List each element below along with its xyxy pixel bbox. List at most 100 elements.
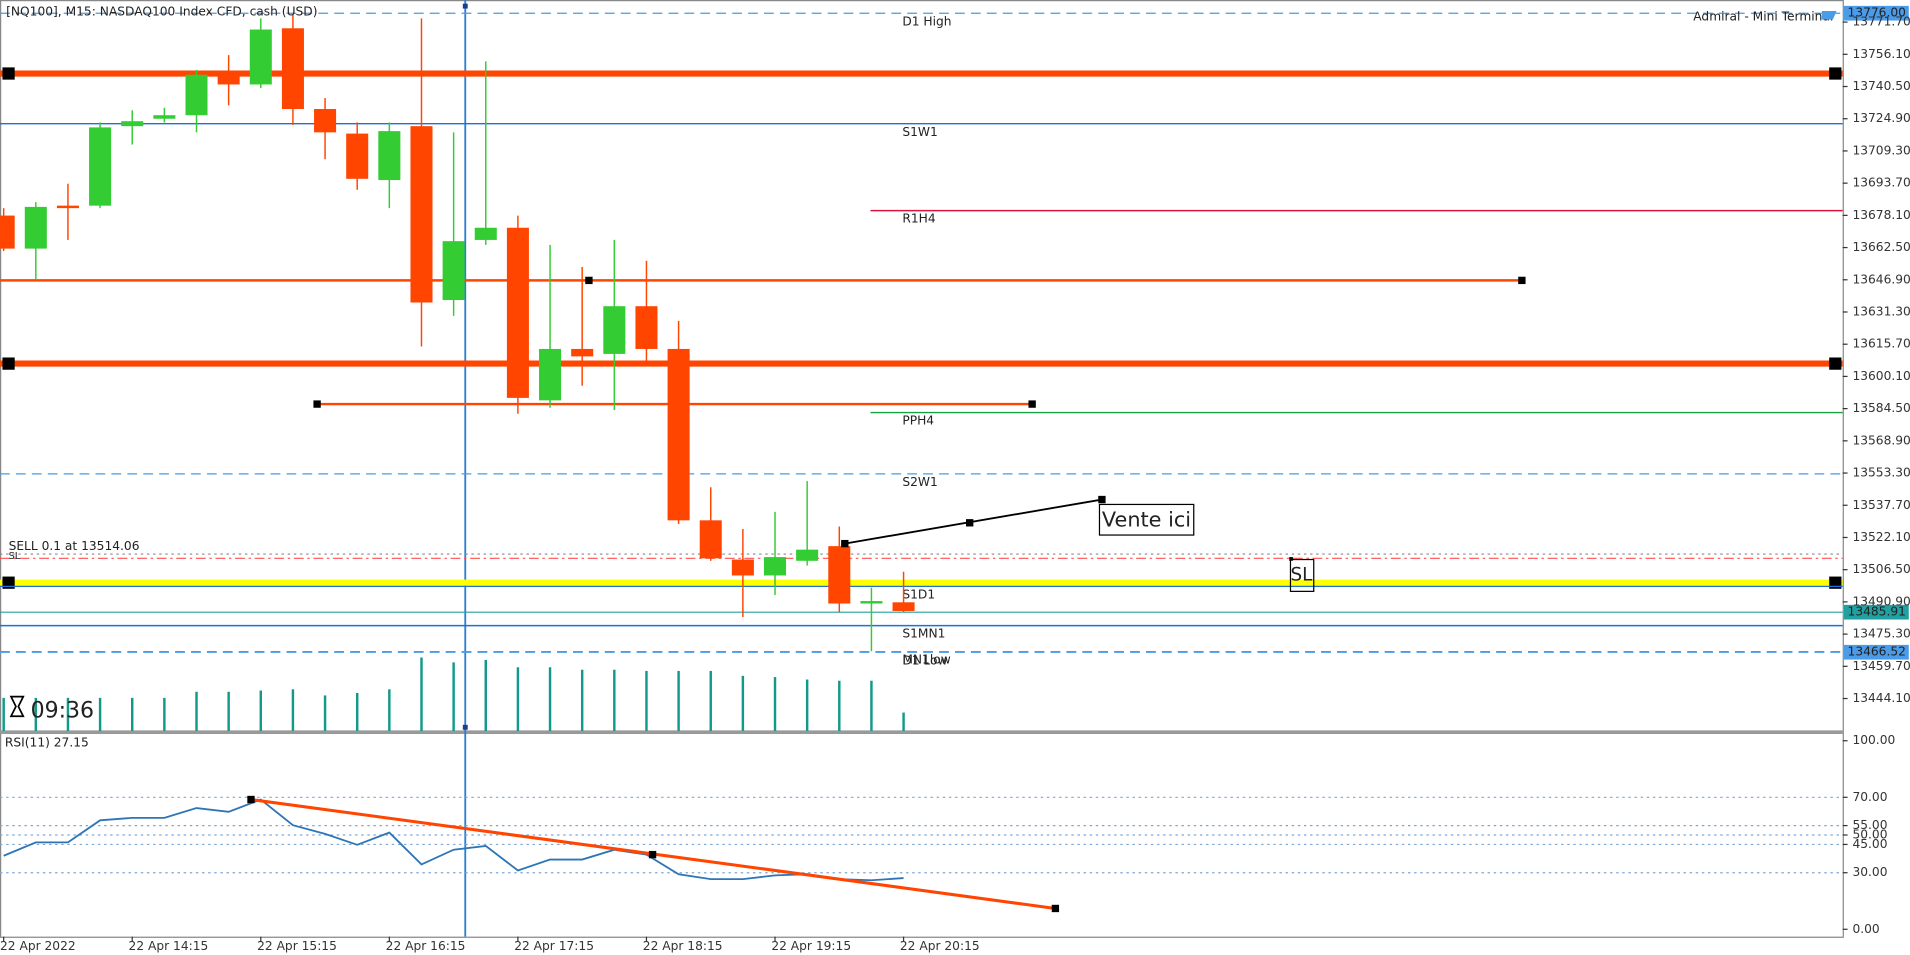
trendline-handle — [648, 850, 657, 859]
price-tag-label: 13466.52 — [1848, 645, 1906, 659]
candle-body — [764, 557, 787, 576]
candle-body — [506, 227, 529, 398]
y-tick-label: 13724.90 — [1852, 111, 1910, 125]
candle-body — [828, 546, 851, 604]
level-handle — [585, 276, 593, 285]
level-label: R1H4 — [902, 212, 935, 226]
level-label: D1 Low — [902, 653, 947, 667]
y-tick-label: 30.00 — [1852, 865, 1887, 879]
terminal-icon — [1821, 11, 1837, 20]
y-tick-label: 13615.70 — [1852, 337, 1910, 351]
y-tick-label: 13662.50 — [1852, 240, 1910, 254]
text-box — [1289, 558, 1315, 592]
y-tick-label: 0.00 — [1852, 922, 1879, 936]
x-tick-label: 22 Apr 2022 — [0, 939, 76, 953]
y-tick-label: 13600.10 — [1852, 369, 1910, 383]
trendline-handle — [841, 539, 849, 548]
candle-body — [539, 348, 562, 401]
y-tick-label: 50.00 — [1852, 828, 1887, 842]
candle-body — [635, 306, 658, 349]
candle-body — [185, 74, 208, 116]
y-tick-label: 13771.70 — [1852, 15, 1910, 29]
price-tag-label: 13776.00 — [1848, 6, 1906, 20]
candle-body — [249, 29, 272, 85]
x-tick-label: 22 Apr 17:15 — [514, 939, 594, 953]
level-label: S1MN1 — [902, 627, 945, 641]
candle-body — [667, 348, 690, 521]
crosshair-marker — [462, 3, 468, 9]
symbol-title: [NQ100], M15: NASDAQ100 Index CFD, cash … — [6, 5, 317, 19]
level-handle — [1518, 276, 1526, 285]
candle-body — [217, 74, 240, 85]
candle-body — [281, 28, 304, 110]
rsi-title: RSI(11) 27.15 — [5, 736, 89, 750]
x-tick-label: 22 Apr 14:15 — [129, 939, 209, 953]
x-tick-label: 22 Apr 19:15 — [771, 939, 851, 953]
candle-body — [699, 520, 722, 559]
y-tick-label: 13756.10 — [1852, 47, 1910, 61]
y-tick-label: 100.00 — [1852, 733, 1895, 747]
level-handle — [1028, 400, 1036, 408]
y-tick-label: 13568.90 — [1852, 433, 1910, 447]
level-label: MN1low — [902, 653, 950, 667]
y-tick-label: 13709.30 — [1852, 143, 1910, 157]
candle-body — [346, 133, 369, 179]
y-tick-label: 55.00 — [1852, 818, 1887, 832]
box-handle — [1289, 557, 1293, 561]
level-handle — [1829, 357, 1842, 370]
y-tick-label: 45.00 — [1852, 837, 1887, 851]
x-tick-label: 22 Apr 16:15 — [386, 939, 466, 953]
level-handle — [2, 357, 15, 370]
frame — [0, 0, 1844, 938]
level-label: D1 High — [902, 14, 951, 28]
y-tick-label: 13693.70 — [1852, 176, 1910, 190]
bar-timer: 09:36 — [31, 698, 94, 723]
level-handle — [2, 576, 15, 589]
trendline-handle — [1051, 904, 1060, 913]
price-tag — [1843, 644, 1909, 660]
level-label: S2W1 — [902, 475, 937, 489]
candle-body — [796, 549, 819, 561]
trendline-handle — [966, 519, 974, 527]
candle-body — [442, 241, 465, 301]
terminal-label: Admiral - Mini Terminal — [1693, 10, 1833, 24]
level-handle — [313, 400, 321, 408]
y-tick-label: 13522.10 — [1852, 530, 1910, 544]
plot-layer: D1 High 13776.00 S1W1 R1H4 PPH4 S2W1 SELL 0.1 … — [0, 6, 1910, 953]
candle-body — [121, 121, 144, 127]
hourglass-icon — [9, 695, 25, 718]
y-tick-label: 13444.10 — [1852, 691, 1910, 705]
candle-body — [24, 206, 47, 249]
candle-body — [571, 348, 594, 357]
rsi-line — [3, 798, 904, 882]
level-label: S1D1 — [902, 587, 935, 601]
candle-body — [0, 215, 15, 249]
trendline-handle — [1098, 495, 1106, 504]
price-tag — [1843, 5, 1909, 21]
y-tick-label: 70.00 — [1852, 790, 1887, 804]
candle-body — [731, 559, 754, 576]
candle-body — [378, 131, 401, 181]
x-tick-label: 22 Apr 20:15 — [900, 939, 980, 953]
x-tick-label: 22 Apr 18:15 — [643, 939, 723, 953]
y-tick-label: 13537.70 — [1852, 498, 1910, 512]
y-tick-label: 13740.50 — [1852, 79, 1910, 93]
annotation: SL — [1290, 564, 1313, 585]
candle-body — [56, 205, 79, 209]
level-label: S1W1 — [902, 125, 937, 139]
y-tick-label: 13553.30 — [1852, 466, 1910, 480]
annotation: Vente ici — [1102, 507, 1191, 531]
level-label: PPH4 — [902, 414, 934, 428]
text-box — [1098, 503, 1195, 536]
y-tick-label: 13490.90 — [1852, 594, 1910, 608]
candle-body — [410, 126, 433, 303]
price-tag — [1843, 604, 1909, 620]
price-tag-label: 13485.91 — [1848, 605, 1906, 619]
candle-body — [860, 601, 883, 604]
level-label: SL — [9, 551, 21, 562]
y-tick-label: 13506.50 — [1852, 562, 1910, 576]
crosshair-marker — [462, 724, 468, 730]
